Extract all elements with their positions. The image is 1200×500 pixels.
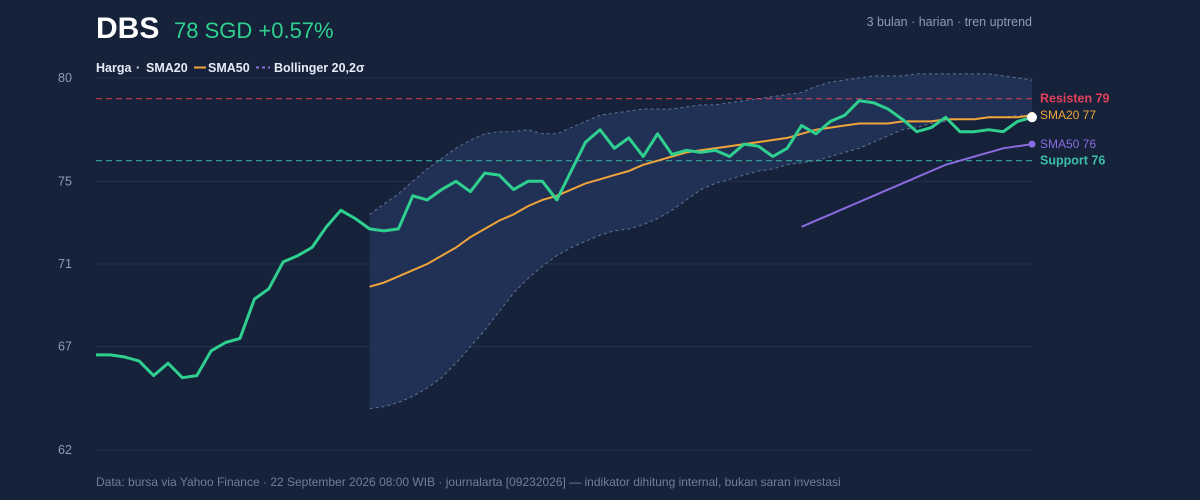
levels: Resisten 79 Support 76 [96,92,1110,168]
legend-price: Harga [96,61,132,75]
source-note: Data: bursa via Yahoo Finance · 22 Septe… [96,475,841,489]
series-lines [96,99,1033,380]
end-markers: SMA20 77 SMA50 76 [1027,108,1096,151]
sma50-end-dot [1028,140,1036,148]
bollinger-fill [369,73,1033,409]
y-tick-label: 62 [58,443,72,457]
legend-sep: · [136,61,140,75]
legend-sma50: SMA50 [208,61,250,75]
y-tick-label: 75 [58,174,72,188]
sma20-end-label: SMA20 77 [1040,108,1096,122]
y-tick-label: 80 [58,71,72,85]
legend: Harga · SMA20 SMA50 Bollinger 20,2σ [96,61,365,75]
price-line [96,99,1033,380]
sma50-line [801,143,1033,228]
y-axis: 62 67 71 75 80 [58,71,72,457]
price-change: 78 SGD +0.57% [174,18,334,43]
legend-sma20: SMA20 [146,61,188,75]
legend-bollinger: Bollinger 20,2σ [274,61,365,75]
price-end-dot [1027,112,1037,123]
bollinger-upper-line [369,73,1033,215]
sma50-end-label: SMA50 76 [1040,137,1096,151]
bollinger-lower-line [369,114,1032,410]
chart-meta: 3 bulan · harian · tren uptrend [867,15,1032,29]
resistance-label: Resisten 79 [1040,92,1110,106]
y-tick-label: 71 [58,257,72,271]
y-tick-label: 67 [58,340,72,354]
bollinger-band [369,73,1033,410]
sma20-line [369,114,1033,288]
ticker-symbol: DBS [96,12,159,45]
support-label: Support 76 [1040,154,1105,168]
